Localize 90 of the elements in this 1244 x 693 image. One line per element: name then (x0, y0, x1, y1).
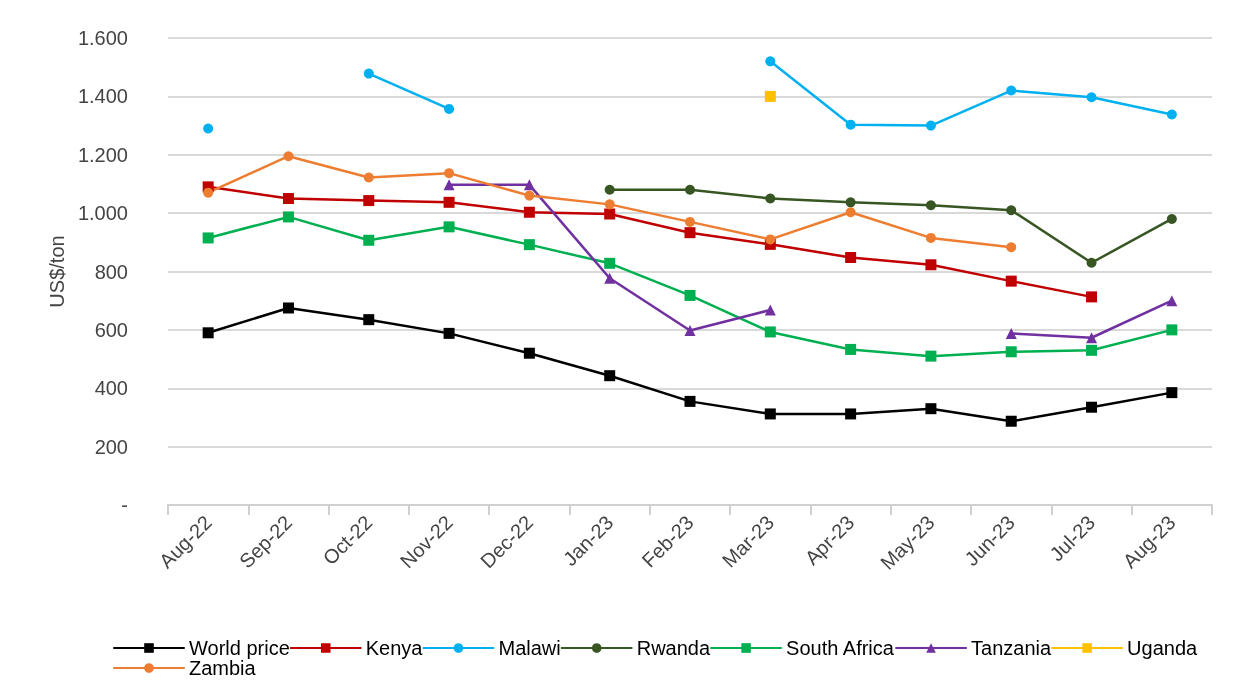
point (1005, 327, 1017, 339)
legend-label: Malawi (498, 637, 561, 659)
point (524, 190, 535, 201)
y-axis-title: US$/ton (46, 235, 69, 308)
point (765, 56, 776, 67)
point (203, 187, 214, 198)
point (685, 216, 695, 227)
y-tick-label: 1.200 (77, 143, 128, 166)
point (1006, 242, 1017, 253)
point (443, 327, 455, 339)
legend-label: Rwanda (636, 637, 711, 659)
y-tick-label: 1.000 (77, 202, 128, 225)
point (1006, 85, 1017, 96)
point (845, 197, 856, 208)
point (523, 347, 535, 359)
point (1166, 387, 1178, 399)
point (1086, 291, 1098, 303)
point (1086, 401, 1098, 413)
y-tick-label: 1.600 (77, 27, 128, 49)
point (765, 234, 776, 245)
point (764, 408, 776, 420)
point (523, 179, 535, 191)
point (523, 239, 535, 251)
point (523, 206, 535, 218)
point (1166, 213, 1177, 224)
point (1086, 92, 1097, 103)
legend-label: South Africa (786, 637, 895, 659)
point (925, 120, 936, 131)
point (1005, 275, 1017, 287)
point (604, 370, 616, 382)
y-tick-label: 600 (94, 318, 128, 341)
point (282, 211, 294, 223)
legend-label: Tanzania (971, 637, 1052, 659)
point (443, 221, 455, 233)
point (845, 343, 857, 355)
point (925, 403, 937, 415)
point (363, 314, 375, 326)
point (845, 251, 857, 263)
point (444, 168, 455, 179)
point (1005, 415, 1017, 427)
point (363, 234, 375, 246)
point (684, 227, 696, 239)
point (925, 200, 936, 211)
point (202, 232, 214, 244)
point (444, 103, 455, 114)
point (925, 350, 937, 362)
y-tick-label: 1.400 (77, 85, 128, 108)
point (604, 184, 615, 195)
point (604, 272, 616, 284)
point (203, 123, 214, 134)
point (845, 119, 856, 130)
y-tick-label: 800 (94, 260, 128, 283)
point (685, 184, 695, 195)
point (684, 289, 696, 301)
y-tick-label: 200 (94, 435, 128, 458)
point (1086, 332, 1098, 344)
point (1005, 346, 1017, 358)
point (1086, 257, 1097, 268)
point (202, 327, 214, 339)
legend-label: Uganda (1127, 637, 1199, 659)
point (764, 304, 776, 316)
point (604, 199, 615, 210)
point (1006, 205, 1017, 216)
point (443, 196, 455, 208)
point (684, 395, 696, 407)
point (845, 207, 856, 218)
point (925, 259, 937, 271)
point (925, 232, 936, 243)
point (363, 68, 374, 79)
legend-label: World price (189, 637, 290, 659)
point (684, 324, 696, 336)
point (604, 208, 616, 220)
point (282, 193, 294, 205)
point (283, 151, 294, 162)
point (282, 302, 294, 314)
point (764, 90, 776, 102)
point (1166, 109, 1177, 120)
point (764, 326, 776, 338)
point (363, 195, 375, 207)
point (363, 172, 374, 183)
point (765, 193, 776, 204)
y-tick-label: - (121, 494, 128, 516)
point (443, 179, 455, 191)
point (845, 408, 857, 420)
legend-label: Kenya (365, 637, 424, 659)
point (1086, 344, 1098, 356)
point (1166, 324, 1178, 336)
point (604, 257, 616, 269)
point (1166, 295, 1178, 307)
y-tick-label: 400 (94, 377, 128, 400)
